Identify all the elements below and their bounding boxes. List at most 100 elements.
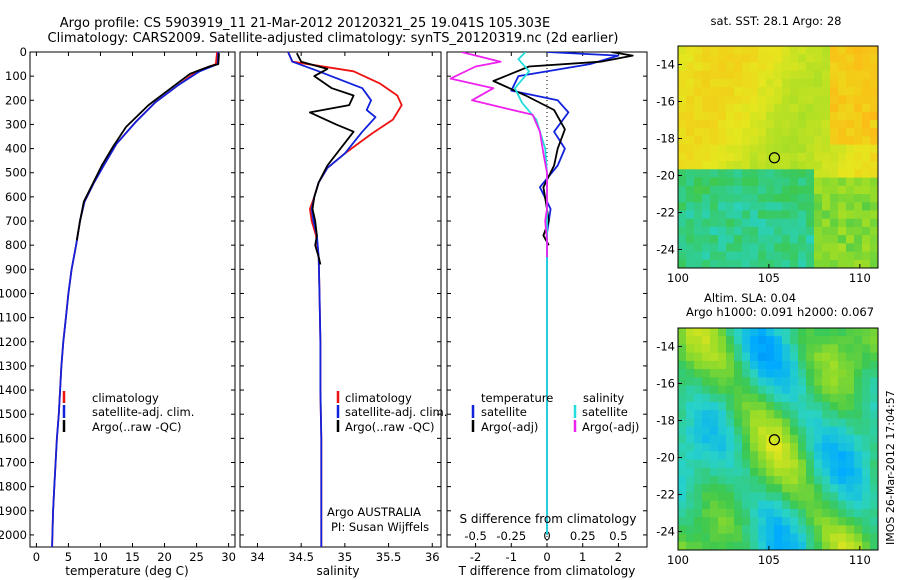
- sla-map-cell: [846, 434, 855, 444]
- sst-map-cell: [798, 136, 807, 146]
- sla-map-cell: [822, 434, 831, 444]
- sst-map-cell: [678, 128, 687, 137]
- sla-map-cell: [702, 393, 711, 403]
- sla-map-cell: [742, 410, 751, 419]
- sst-map-cell: [798, 54, 807, 63]
- sla-map-cell: [846, 443, 855, 452]
- sst-map-cell: [718, 185, 727, 195]
- sst-map-cell: [774, 136, 783, 146]
- sla-map-cell: [702, 451, 711, 461]
- sla-map-cell: [702, 344, 711, 354]
- sla-map-cell: [718, 426, 727, 436]
- sst-map-cell: [830, 210, 839, 220]
- sla-map-cell: [798, 369, 807, 378]
- sla-map-cell: [806, 459, 815, 469]
- sla-map-cell: [718, 328, 727, 337]
- sst-map-cell: [838, 251, 847, 261]
- sst-map-cell: [790, 144, 799, 154]
- sst-map-cell: [830, 62, 839, 72]
- sla-map-cell: [870, 541, 878, 550]
- difference-stick-label: -0.25: [496, 529, 526, 543]
- sla-map-cell: [758, 418, 767, 428]
- sst-map-cell: [822, 243, 831, 253]
- sst-map-cell: [678, 210, 687, 220]
- sst-map-cell: [838, 128, 847, 137]
- sla-map-cell: [742, 344, 751, 354]
- sla-map-cell: [710, 360, 719, 370]
- sla-map-cell: [742, 541, 751, 550]
- sla-map-cell: [830, 500, 839, 510]
- legend-argo-label: Argo(..raw -QC): [345, 420, 435, 434]
- sla-map-cell: [806, 328, 815, 337]
- sla-map-cell: [798, 360, 807, 370]
- sst-map-cell: [830, 177, 839, 187]
- sst-map-cell: [702, 128, 711, 137]
- sla-map-cell: [870, 508, 878, 518]
- sla-map-cell: [862, 443, 871, 452]
- sla-map-xtick-label: 110: [849, 553, 871, 567]
- sla-map-cell: [734, 352, 743, 362]
- sla-map-cell: [678, 352, 687, 362]
- sst-map-cell: [726, 128, 735, 137]
- sst-map-cell: [694, 62, 703, 72]
- sla-map-cell: [678, 360, 687, 370]
- sst-map-cell: [814, 103, 823, 113]
- sst-map-cell: [782, 194, 791, 203]
- salinity-legend: climatology satellite-adj. clim. Argo(..…: [336, 391, 447, 434]
- sla-map-cell: [798, 434, 807, 444]
- sla-map-cell: [806, 434, 815, 444]
- sst-map-cell: [702, 177, 711, 187]
- sla-map-cell: [806, 484, 815, 493]
- sla-map-cell: [862, 459, 871, 469]
- sst-map-cell: [830, 259, 839, 268]
- sla-map-cell: [782, 385, 791, 395]
- sst-map-cell: [742, 144, 751, 154]
- sst-map-cell: [822, 218, 831, 228]
- sst-map-ytick-label: -14: [656, 58, 675, 72]
- sst-map-cell: [870, 210, 878, 220]
- temperature-ytick-label: 2000: [0, 528, 27, 542]
- temperature-ytick-label: 200: [5, 93, 27, 107]
- sla-map-cell: [750, 328, 759, 337]
- sla-map-cell: [742, 402, 751, 411]
- sst-map-cell: [766, 62, 775, 72]
- sla-map-cell: [766, 344, 775, 354]
- sst-map-xtick-label: 110: [849, 271, 871, 285]
- sst-map-cell: [830, 78, 839, 88]
- sla-map-cell: [814, 484, 823, 493]
- sla-map-cell: [806, 410, 815, 419]
- sst-map-cell: [686, 70, 695, 80]
- sla-map-cell: [854, 426, 863, 436]
- sla-map-cell: [862, 476, 871, 485]
- sla-map-cell: [798, 385, 807, 395]
- sla-map-cell: [838, 492, 847, 502]
- sst-map-cell: [854, 202, 863, 211]
- sla-map-cell: [678, 459, 687, 469]
- sla-map-cell: [838, 336, 847, 345]
- sst-map-cell: [710, 144, 719, 154]
- sla-map-cell: [798, 451, 807, 461]
- sla-map-cell: [774, 500, 783, 510]
- sst-map-cell: [734, 54, 743, 63]
- sla-map-cell: [846, 459, 855, 469]
- sst-map-cell: [710, 152, 719, 162]
- sst-map-cell: [702, 169, 711, 179]
- sst-map-cell: [774, 210, 783, 220]
- sst-map-cell: [718, 144, 727, 154]
- sla-map-cell: [702, 541, 711, 550]
- sla-map-cell: [862, 508, 871, 518]
- sst-map-cell: [758, 218, 767, 228]
- sst-map-cell: [694, 194, 703, 203]
- sst-map-cell: [862, 62, 871, 72]
- sst-map-cell: [790, 120, 799, 129]
- sst-map-cell: [838, 95, 847, 105]
- sst-map-cell: [750, 185, 759, 195]
- sst-map-cell: [854, 235, 863, 244]
- sla-map-cell: [710, 517, 719, 526]
- sst-map-cell: [806, 103, 815, 113]
- sst-map-cell: [726, 226, 735, 236]
- sla-map-cell: [678, 418, 687, 428]
- sla-map-cell: [750, 344, 759, 354]
- sst-map-cell: [822, 161, 831, 170]
- sst-map-cell: [870, 70, 878, 80]
